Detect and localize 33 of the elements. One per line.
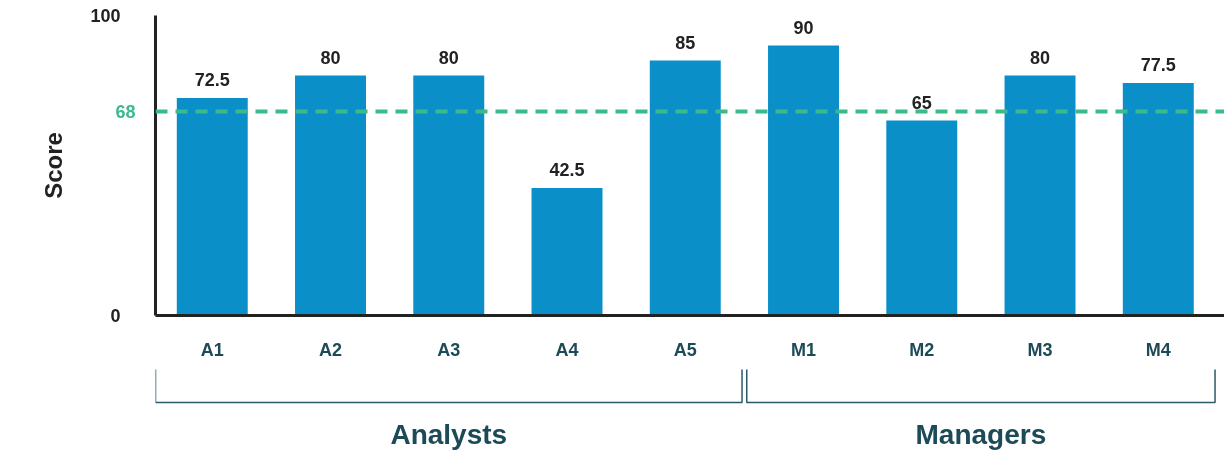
bar [413,75,485,316]
x-tick-label: A5 [673,339,697,360]
x-tick-label: A4 [555,339,579,360]
x-tick-label: M1 [791,339,817,360]
y-axis-title: Score [40,132,68,199]
text: Analysts [390,419,508,450]
bar [1122,83,1194,316]
data-label: 72.5 [194,70,230,90]
bar [649,60,721,316]
data-label: 65 [911,92,932,113]
x-tick-label: A1 [200,339,224,360]
data-label: 80 [320,47,341,68]
x-tick-label: A3 [437,339,461,360]
x-tick-label: A2 [319,339,343,360]
bar [295,75,366,316]
text: Managers [915,419,1047,450]
data-label: 77.5 [1140,55,1176,75]
data-label: 80 [438,47,459,68]
data-label: 80 [1030,47,1051,68]
bar [886,120,958,316]
bar [1004,75,1076,316]
x-tick-label: M2 [909,339,935,360]
y-tick-label: 0 [110,306,121,326]
bar [176,98,248,316]
x-tick-label: M4 [1145,339,1171,360]
x-tick-label: M3 [1027,339,1053,360]
y-tick-label: 100 [90,6,121,26]
ref-line-label: 68 [115,102,136,122]
bar [531,188,603,316]
bar [768,45,839,316]
data-label: 42.5 [549,160,585,180]
data-label: 85 [675,32,696,53]
data-label: 90 [793,17,814,38]
